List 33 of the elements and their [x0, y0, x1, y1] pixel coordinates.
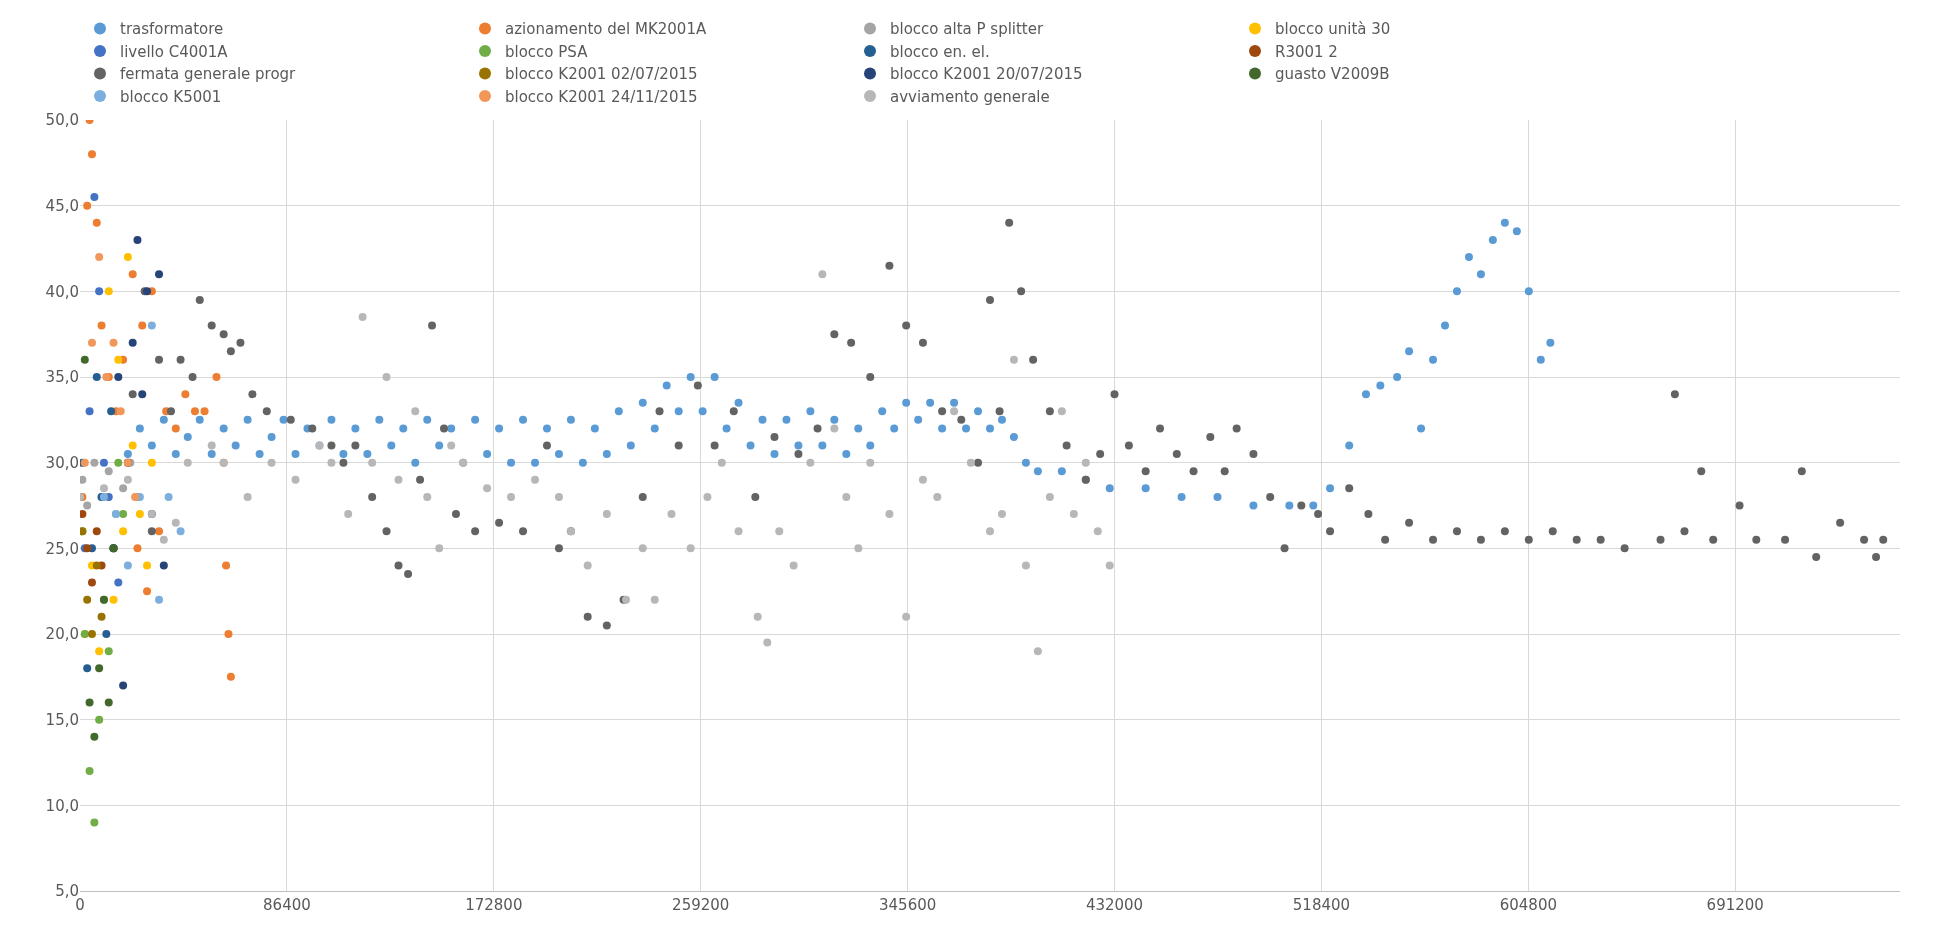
y-tick-label: 10,0: [45, 796, 79, 815]
legend-label: azionamento del MK2001A: [505, 20, 707, 39]
x-tick-label: 432000: [1085, 896, 1144, 914]
legend-label: trasformatore: [120, 20, 224, 39]
legend-label: fermata generale progr: [120, 65, 297, 84]
x-tick-label: 518400: [1292, 896, 1351, 914]
x-tick-label: 86400: [263, 896, 311, 914]
legend-label: livello C4001A: [120, 42, 229, 61]
y-tick-label: 35,0: [45, 368, 79, 387]
legend-label: blocco K2001 24/11/2015: [505, 87, 698, 106]
legend-label: avviamento generale: [890, 87, 1050, 106]
y-tick-label: 40,0: [45, 282, 79, 301]
y-tick-label: 20,0: [45, 625, 79, 644]
x-tick-label: 345600: [878, 896, 937, 914]
legend-label: R3001 2: [1275, 42, 1338, 61]
y-tick-label: 15,0: [45, 710, 79, 729]
legend-label: blocco PSA: [505, 42, 589, 61]
x-tick-label: 259200: [672, 896, 730, 914]
legend-label: blocco unità 30: [1275, 20, 1391, 39]
x-tick-label: 172800: [465, 896, 523, 914]
y-tick-label: 50,0: [45, 111, 79, 130]
legend-label: blocco K2001 20/07/2015: [890, 65, 1083, 84]
y-tick-label: 45,0: [45, 196, 79, 215]
x-tick-label: 604800: [1499, 896, 1557, 914]
x-tick-label: 691200: [1706, 896, 1764, 914]
legend-label: blocco K2001 02/07/2015: [505, 65, 698, 84]
y-tick-label: 30,0: [45, 453, 79, 472]
x-tick-label: 0: [75, 896, 85, 914]
y-tick-label: 25,0: [45, 539, 79, 558]
legend-label: guasto V2009B: [1275, 65, 1390, 84]
legend-label: blocco alta P splitter: [890, 20, 1044, 39]
legend-label: blocco K5001: [120, 87, 222, 106]
legend-label: blocco en. el.: [890, 42, 990, 61]
